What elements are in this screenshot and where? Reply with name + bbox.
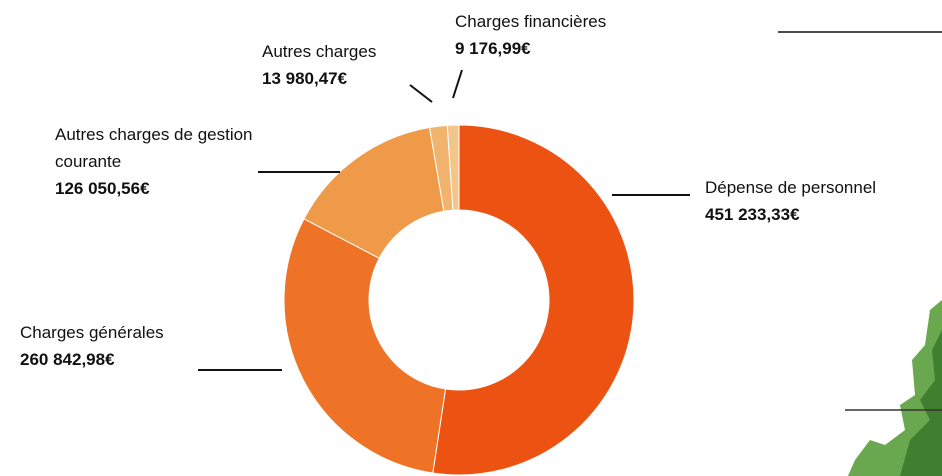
slice-label: Charges financières 9 176,99€ (455, 8, 675, 62)
value-label: 9 176,99€ (455, 39, 531, 58)
category-name: Autres charges (262, 42, 377, 61)
value-label: 260 842,98€ (20, 350, 115, 369)
decor-map (848, 300, 942, 476)
slice-label: Dépense de personnel 451 233,33€ (705, 174, 942, 228)
slice-label: Charges générales 260 842,98€ (20, 319, 240, 373)
slice-label: Autres charges de gestion courante 126 05… (55, 121, 255, 202)
leader-line (452, 69, 463, 99)
leader-line (409, 84, 433, 103)
donut-slice (446, 124, 460, 211)
value-label: 451 233,33€ (705, 205, 800, 224)
value-label: 126 050,56€ (55, 179, 150, 198)
slice-label: Autres charges 13 980,47€ (262, 38, 402, 92)
donut-slice (432, 124, 635, 476)
donut-slice (283, 218, 447, 474)
category-name: Dépense de personnel (705, 178, 877, 197)
category-name: Charges financières (455, 12, 607, 31)
category-name: Autres charges de gestion courante (55, 125, 253, 171)
value-label: 13 980,47€ (262, 69, 348, 88)
category-name: Charges générales (20, 323, 164, 342)
